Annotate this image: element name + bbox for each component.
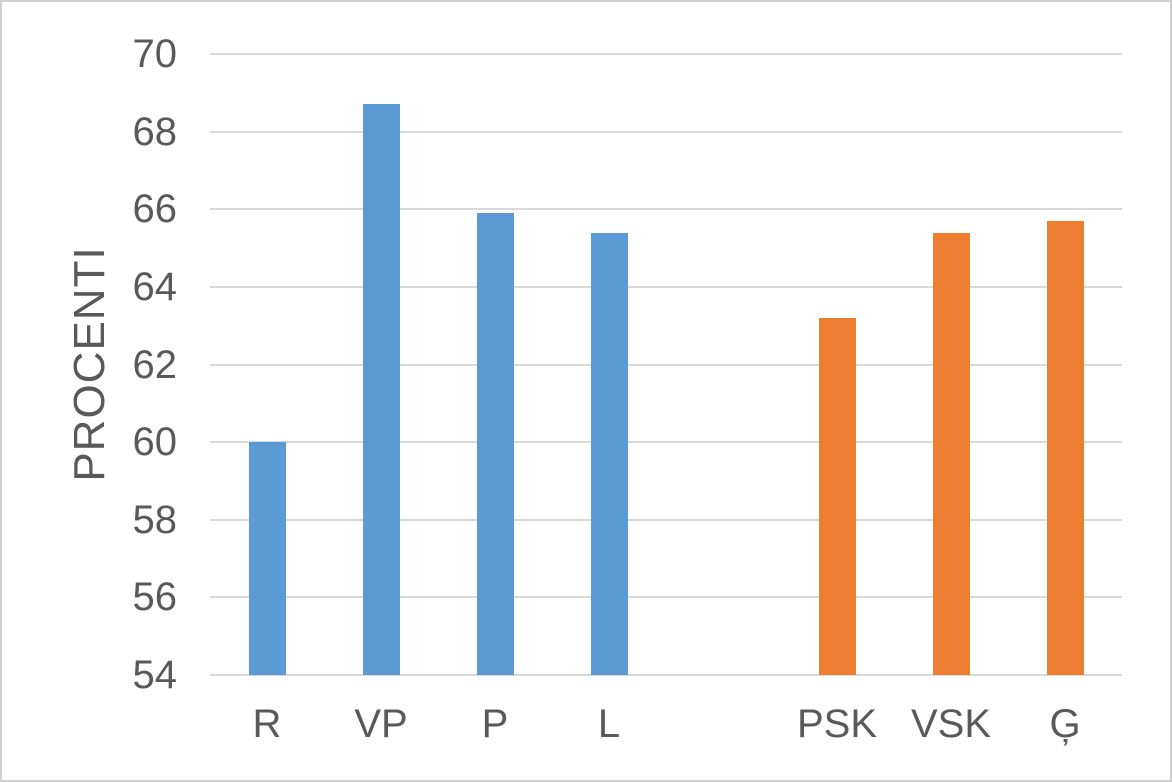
bar-PSK [818, 317, 856, 675]
x-label-VP: VP [354, 702, 408, 746]
x-label-PSK: PSK [796, 702, 878, 746]
gridline-60 [210, 441, 1122, 444]
gridline-58 [210, 518, 1122, 521]
bar-VP [362, 104, 400, 675]
y-axis-title: PROCENTI [65, 246, 114, 482]
gridline-64 [210, 285, 1122, 288]
gridline-62 [210, 363, 1122, 366]
x-label-VSK: VSK [910, 702, 992, 746]
y-tick-label-60: 60 [132, 420, 178, 465]
gridline-56 [210, 596, 1122, 599]
bar-VSK [932, 232, 970, 675]
x-label-R: R [252, 702, 282, 746]
bar-P [476, 213, 514, 675]
x-label-L: L [597, 702, 621, 746]
bar-L [590, 232, 628, 675]
y-tick-label-58: 58 [132, 497, 178, 542]
y-tick-label-62: 62 [132, 342, 178, 387]
y-tick-label-56: 56 [132, 575, 178, 620]
y-tick-label-68: 68 [132, 109, 178, 154]
bar-Ģ [1046, 220, 1084, 675]
bar-R [248, 442, 286, 675]
x-label-P: P [481, 702, 509, 746]
y-tick-label-54: 54 [132, 653, 178, 697]
y-tick-label-66: 66 [132, 187, 178, 232]
gridline-54 [210, 674, 1122, 676]
y-tick-label-70: 70 [132, 32, 178, 76]
y-tick-label-64: 64 [132, 264, 178, 309]
gridline-66 [210, 208, 1122, 211]
gridline-70 [210, 53, 1122, 55]
x-label-Ģ: Ģ [1049, 702, 1081, 746]
gridline-68 [210, 130, 1122, 133]
